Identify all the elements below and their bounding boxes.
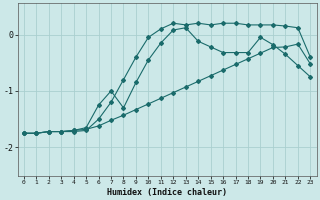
X-axis label: Humidex (Indice chaleur): Humidex (Indice chaleur) [107, 188, 227, 197]
